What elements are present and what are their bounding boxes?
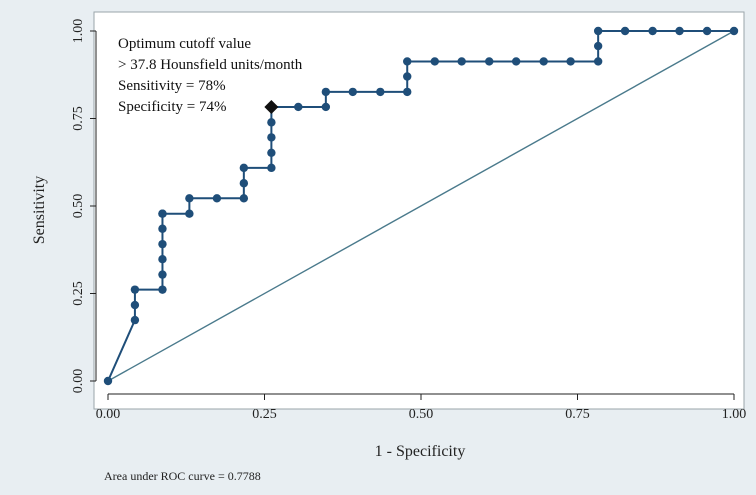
y-tick-label: 1.00 bbox=[71, 19, 86, 44]
roc-point bbox=[376, 87, 385, 97]
roc-point bbox=[158, 255, 167, 264]
roc-point bbox=[403, 87, 412, 97]
roc-point bbox=[566, 57, 575, 66]
series-layer bbox=[103, 26, 739, 386]
roc-point bbox=[185, 209, 194, 218]
roc-point bbox=[675, 26, 684, 36]
roc-point bbox=[158, 239, 167, 249]
roc-point bbox=[593, 57, 603, 66]
roc-point bbox=[702, 26, 712, 36]
annotation-line-4: Specificity = 74% bbox=[118, 99, 226, 115]
roc-point bbox=[158, 224, 167, 233]
y-tick-label: 0.75 bbox=[71, 106, 86, 131]
roc-point bbox=[267, 148, 276, 157]
roc-point bbox=[430, 57, 439, 66]
x-axis-label: 1 - Specificity bbox=[375, 443, 466, 460]
roc-point bbox=[267, 163, 276, 173]
roc-point bbox=[729, 26, 739, 36]
annotation-box: Optimum cutoff value > 37.8 Hounsfield u… bbox=[118, 36, 303, 115]
roc-point bbox=[539, 57, 548, 66]
roc-point bbox=[239, 179, 249, 188]
roc-point bbox=[267, 118, 276, 127]
roc-point bbox=[403, 72, 412, 81]
roc-point bbox=[321, 87, 331, 97]
roc-point bbox=[185, 194, 194, 203]
x-tick-label: 0.00 bbox=[96, 407, 121, 422]
y-tick-label: 0.50 bbox=[71, 194, 86, 219]
roc-point bbox=[158, 270, 167, 279]
roc-point bbox=[239, 163, 249, 173]
x-tick-label: 0.75 bbox=[565, 407, 590, 422]
roc-point bbox=[267, 133, 276, 142]
x-tick-label: 1.00 bbox=[722, 407, 747, 422]
roc-point bbox=[130, 300, 140, 310]
y-axis-label: Sensitivity bbox=[31, 176, 48, 244]
roc-point bbox=[212, 194, 222, 203]
roc-point bbox=[620, 26, 630, 36]
roc-point bbox=[593, 41, 603, 51]
roc-point bbox=[348, 87, 357, 97]
roc-point bbox=[130, 315, 140, 325]
x-tick-label: 0.25 bbox=[252, 407, 277, 422]
roc-point bbox=[294, 102, 303, 112]
roc-point bbox=[130, 285, 140, 294]
roc-point bbox=[593, 26, 603, 36]
plot-area bbox=[93, 11, 745, 410]
roc-point bbox=[158, 209, 167, 218]
axes: 0.00 0.25 0.50 0.75 1.00 0.00 0.25 0.50 0.75 1.00 bbox=[71, 19, 746, 422]
roc-point bbox=[457, 57, 466, 66]
annotation-line-2: > 37.8 Hounsfield units/month bbox=[118, 57, 303, 73]
reference-line bbox=[107, 30, 735, 382]
roc-point bbox=[158, 285, 167, 294]
roc-point bbox=[239, 194, 249, 203]
roc-point bbox=[103, 376, 113, 386]
roc-point bbox=[403, 57, 412, 66]
annotation-line-3: Sensitivity = 78% bbox=[118, 78, 226, 94]
roc-point bbox=[485, 57, 494, 66]
roc-point bbox=[648, 26, 657, 36]
y-tick-label: 0.25 bbox=[71, 281, 86, 306]
y-tick-label: 0.00 bbox=[71, 369, 86, 394]
roc-point bbox=[511, 57, 521, 66]
optimum-cutoff-marker bbox=[264, 99, 279, 114]
annotation-line-1: Optimum cutoff value bbox=[118, 36, 251, 52]
x-tick-label: 0.50 bbox=[409, 407, 434, 422]
auc-footnote: Area under ROC curve = 0.7788 bbox=[104, 469, 261, 483]
roc-point bbox=[321, 102, 331, 112]
